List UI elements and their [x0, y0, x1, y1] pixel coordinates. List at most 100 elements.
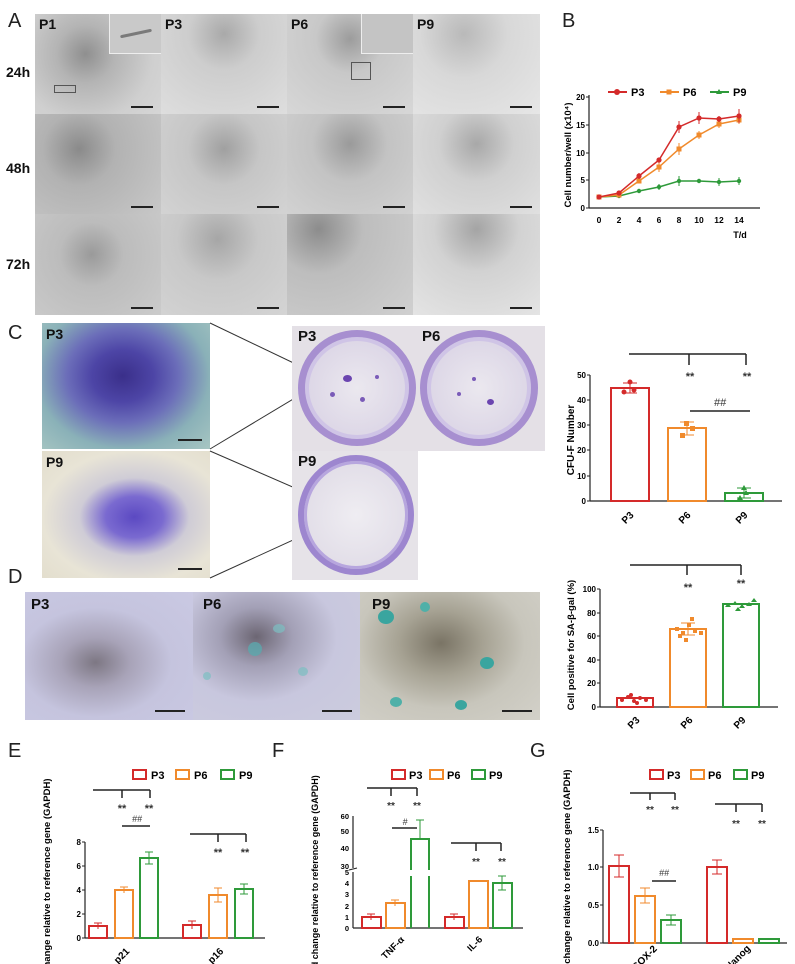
svg-text:**: **	[671, 805, 679, 816]
svg-text:**: **	[758, 819, 766, 830]
bar-p3	[610, 387, 650, 502]
chart-f-tnf-il6: P3 P6 P9 Fold change relative to referen…	[310, 769, 523, 964]
svg-text:1.5: 1.5	[588, 826, 600, 835]
inset-marker-box	[351, 62, 371, 80]
chart-b-growth-curve: P3 P6 P9 Cell number/well (x10⁴) 0 5 10 …	[563, 87, 760, 240]
plate-label-p3: P3	[298, 328, 317, 345]
svg-text:0: 0	[597, 215, 602, 225]
svg-text:2: 2	[77, 910, 82, 919]
svg-text:0: 0	[77, 934, 82, 943]
well-p3	[298, 330, 416, 446]
svg-text:P3: P3	[626, 715, 643, 732]
svg-text:**: **	[118, 803, 127, 815]
svg-text:**: **	[145, 803, 154, 815]
svg-text:2: 2	[617, 215, 622, 225]
svg-text:P3: P3	[409, 770, 422, 782]
svg-text:**: **	[684, 582, 693, 594]
svg-text:P9: P9	[732, 715, 749, 732]
svg-text:P9: P9	[239, 770, 252, 782]
svg-text:0: 0	[581, 204, 586, 213]
plate-image-top: P3 P6	[292, 326, 545, 451]
svg-text:40: 40	[587, 656, 596, 665]
column-label-p3: P3	[165, 16, 183, 32]
svg-text:5: 5	[581, 176, 586, 185]
svg-text:100: 100	[583, 585, 597, 594]
stain-image-p3: P3	[42, 323, 210, 449]
stain-image-p9: P9	[42, 451, 210, 578]
panel-e-letter: E	[8, 740, 22, 762]
micrograph-p3-24h: P3	[161, 14, 287, 114]
micrograph-p3-48h	[161, 114, 287, 214]
y-axis-label: CFU-F Number	[566, 405, 577, 476]
svg-text:**: **	[732, 819, 740, 830]
svg-text:30: 30	[341, 862, 349, 871]
svg-text:6: 6	[657, 215, 662, 225]
chart-e-p21-p16: P3 P6 P9 Fold change relative to referen…	[42, 769, 265, 964]
plate-label-p9: P9	[298, 453, 317, 470]
svg-text:**: **	[387, 801, 395, 812]
svg-text:10: 10	[576, 149, 585, 158]
svg-text:5: 5	[345, 868, 349, 877]
svg-text:P3: P3	[631, 87, 644, 99]
column-label-p6: P6	[291, 16, 309, 32]
y-ticks: 0 5 10 15 20	[576, 93, 585, 213]
svg-text:##: ##	[132, 814, 143, 824]
svg-text:0: 0	[592, 703, 597, 712]
panel-d-sa-beta-gal-images: P3 P6 P9	[25, 592, 540, 720]
svg-text:SOX-2: SOX-2	[631, 943, 660, 964]
image-label-p3: P3	[31, 596, 50, 613]
micrograph-p1-72h	[35, 214, 161, 315]
svg-text:8: 8	[77, 838, 82, 847]
svg-text:4: 4	[345, 879, 350, 888]
svg-text:P9: P9	[734, 510, 751, 527]
svg-text:4: 4	[77, 886, 82, 895]
inset-zoom	[361, 14, 413, 54]
micrograph-p6-48h	[287, 114, 413, 214]
inset-marker-box	[54, 85, 76, 93]
x-ticks: 0 2 4 6 8 10 12 14	[597, 215, 744, 225]
micrograph-p9-48h	[413, 114, 540, 214]
micrograph-p6-24h: P6	[287, 14, 413, 114]
svg-text:8: 8	[677, 215, 682, 225]
legend: P3 P6 P9	[391, 769, 502, 782]
row-label-72h: 72h	[6, 256, 31, 272]
svg-text:1: 1	[345, 913, 349, 922]
column-label-p9: P9	[417, 16, 435, 32]
image-label-p6: P6	[203, 596, 222, 613]
svg-text:**: **	[498, 857, 506, 868]
svg-text:50: 50	[577, 371, 586, 380]
micrograph-p9-24h: P9	[413, 14, 540, 114]
sa-beta-gal-image-p3: P3	[25, 592, 193, 720]
sa-beta-gal-image-p6: P6	[193, 592, 360, 720]
panel-d-letter: D	[8, 566, 23, 588]
svg-text:P6: P6	[677, 510, 694, 527]
svg-text:TNF-α: TNF-α	[380, 935, 407, 962]
svg-text:40: 40	[341, 844, 349, 853]
panel-a-letter: A	[8, 10, 22, 32]
svg-text:14: 14	[734, 215, 744, 225]
svg-text:60: 60	[341, 812, 349, 821]
row-label-24h: 24h	[6, 64, 31, 80]
chart-c-cfu-f: CFU-F Number 0 10 20 30 40 50 ** ** ## P…	[566, 353, 782, 527]
svg-text:Nanog: Nanog	[723, 943, 753, 964]
svg-text:P6: P6	[679, 715, 696, 732]
sa-beta-gal-image-p9: P9	[360, 592, 540, 720]
svg-text:p16: p16	[206, 946, 226, 964]
svg-text:P6: P6	[447, 770, 460, 782]
svg-text:4: 4	[637, 215, 642, 225]
svg-text:0.5: 0.5	[588, 901, 600, 910]
svg-text:p21: p21	[112, 946, 132, 964]
svg-text:**: **	[241, 847, 250, 859]
stain-label-p3: P3	[46, 326, 64, 342]
y-axis-label: Fold change relative to reference gene (…	[562, 770, 573, 964]
micrograph-p3-72h	[161, 214, 287, 315]
svg-text:3: 3	[345, 890, 349, 899]
svg-text:#: #	[402, 817, 408, 827]
svg-text:##: ##	[714, 397, 727, 409]
micrograph-p1-48h	[35, 114, 161, 214]
svg-text:P9: P9	[733, 87, 746, 99]
stain-label-p9: P9	[46, 454, 64, 470]
svg-text:60: 60	[587, 632, 596, 641]
panel-a-micrograph-grid: P1 P3 P6 P9	[35, 14, 540, 315]
svg-text:**: **	[472, 857, 480, 868]
